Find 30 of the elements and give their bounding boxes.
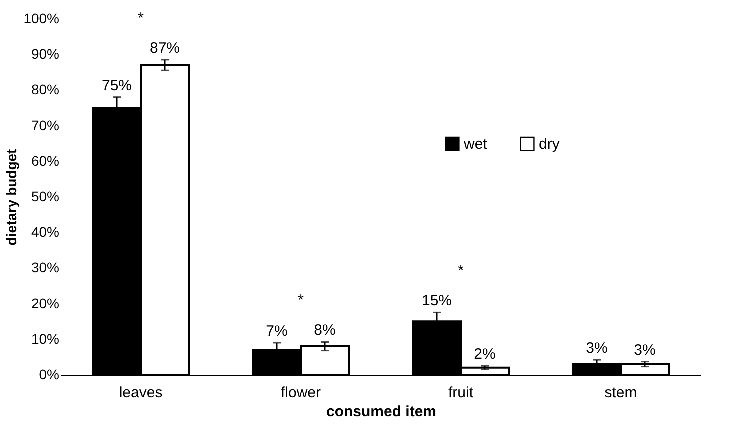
x-axis-title: consumed item: [326, 404, 437, 420]
legend-label: wet: [463, 136, 488, 154]
data-label: 8%: [314, 322, 336, 340]
x-tick-label: flower: [280, 384, 322, 402]
data-label: 75%: [102, 77, 132, 94]
y-tick-label: 100%: [24, 10, 60, 26]
annotation: *: [298, 292, 304, 310]
y-tick-label: 80%: [31, 82, 60, 98]
x-tick-label: fruit: [448, 384, 474, 402]
annotation: *: [458, 262, 464, 280]
legend-label: dry: [539, 136, 560, 154]
y-tick-label: 50%: [31, 188, 60, 204]
data-label: 15%: [422, 292, 452, 310]
y-tick-label: 20%: [31, 295, 60, 312]
y-tick-label: 60%: [31, 152, 60, 169]
y-tick-label: 70%: [31, 117, 60, 134]
y-tick-label: 90%: [31, 46, 60, 62]
x-tick-label: leaves: [119, 384, 163, 402]
data-label: 7%: [266, 322, 288, 340]
y-tick-label: 10%: [31, 330, 60, 347]
data-label: 3%: [586, 340, 608, 358]
x-tick-label: stem: [604, 384, 638, 402]
data-label: 2%: [474, 346, 496, 364]
y-tick-label: 0%: [39, 366, 60, 382]
annotation: *: [138, 10, 144, 27]
data-label: 3%: [634, 342, 656, 359]
y-axis-title: dietary budget: [4, 148, 20, 246]
y-tick-label: 30%: [31, 260, 60, 276]
data-label: 87%: [150, 40, 180, 57]
y-tick-label: 40%: [31, 224, 60, 240]
